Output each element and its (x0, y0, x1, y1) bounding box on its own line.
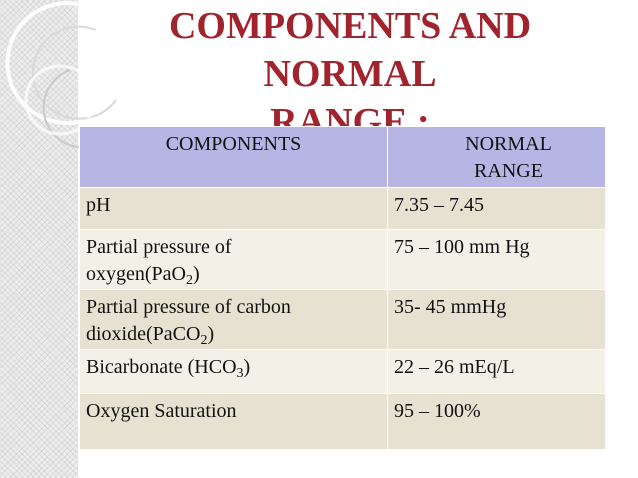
component-line1: Partial pressure of carbon (86, 296, 291, 318)
range-cell: 7.35 – 7.45 (387, 187, 606, 230)
header-normal-range: NORMAL RANGE (387, 126, 606, 188)
subscript: 3 (236, 366, 244, 381)
component-cell: Partial pressure of oxygen(PaO2) (79, 229, 388, 290)
table-row: Partial pressure of oxygen(PaO2) 75 – 10… (79, 229, 606, 290)
range-cell: 95 – 100% (387, 393, 606, 450)
left-texture-band (0, 0, 78, 478)
component-text: Bicarbonate (HCO (86, 356, 237, 378)
component-line2: oxygen(PaO (86, 263, 186, 285)
subscript: 2 (200, 333, 208, 348)
table-header-row: COMPONENTS NORMAL RANGE (79, 126, 606, 188)
range-cell: 35- 45 mmHg (387, 289, 606, 350)
table-row: Oxygen Saturation 95 – 100% (79, 393, 606, 450)
component-cell: pH (79, 187, 388, 230)
header-normal-line1: NORMAL (465, 133, 552, 155)
component-cell: Oxygen Saturation (79, 393, 388, 450)
table-row: pH 7.35 – 7.45 (79, 187, 606, 230)
page-title: COMPONENTS AND NORMAL RANGE : (100, 2, 600, 146)
range-cell: 22 – 26 mEq/L (387, 349, 606, 394)
component-cell: Partial pressure of carbon dioxide(PaCO2… (79, 289, 388, 350)
normal-range-table: COMPONENTS NORMAL RANGE pH 7.35 – 7.45 P… (79, 126, 606, 450)
range-cell: 75 – 100 mm Hg (387, 229, 606, 290)
header-normal-line2: RANGE (474, 160, 543, 182)
title-line-1: COMPONENTS AND NORMAL (168, 5, 532, 95)
component-tail: ) (207, 323, 215, 345)
table-row: Bicarbonate (HCO3) 22 – 26 mEq/L (79, 349, 606, 394)
table-row: Partial pressure of carbon dioxide(PaCO2… (79, 289, 606, 350)
component-tail: ) (192, 263, 200, 285)
component-tail: ) (243, 356, 251, 378)
component-cell: Bicarbonate (HCO3) (79, 349, 388, 394)
component-line2: dioxide(PaCO (86, 323, 201, 345)
header-components: COMPONENTS (79, 126, 388, 188)
component-line1: Partial pressure of (86, 236, 232, 258)
subscript: 2 (185, 273, 193, 288)
